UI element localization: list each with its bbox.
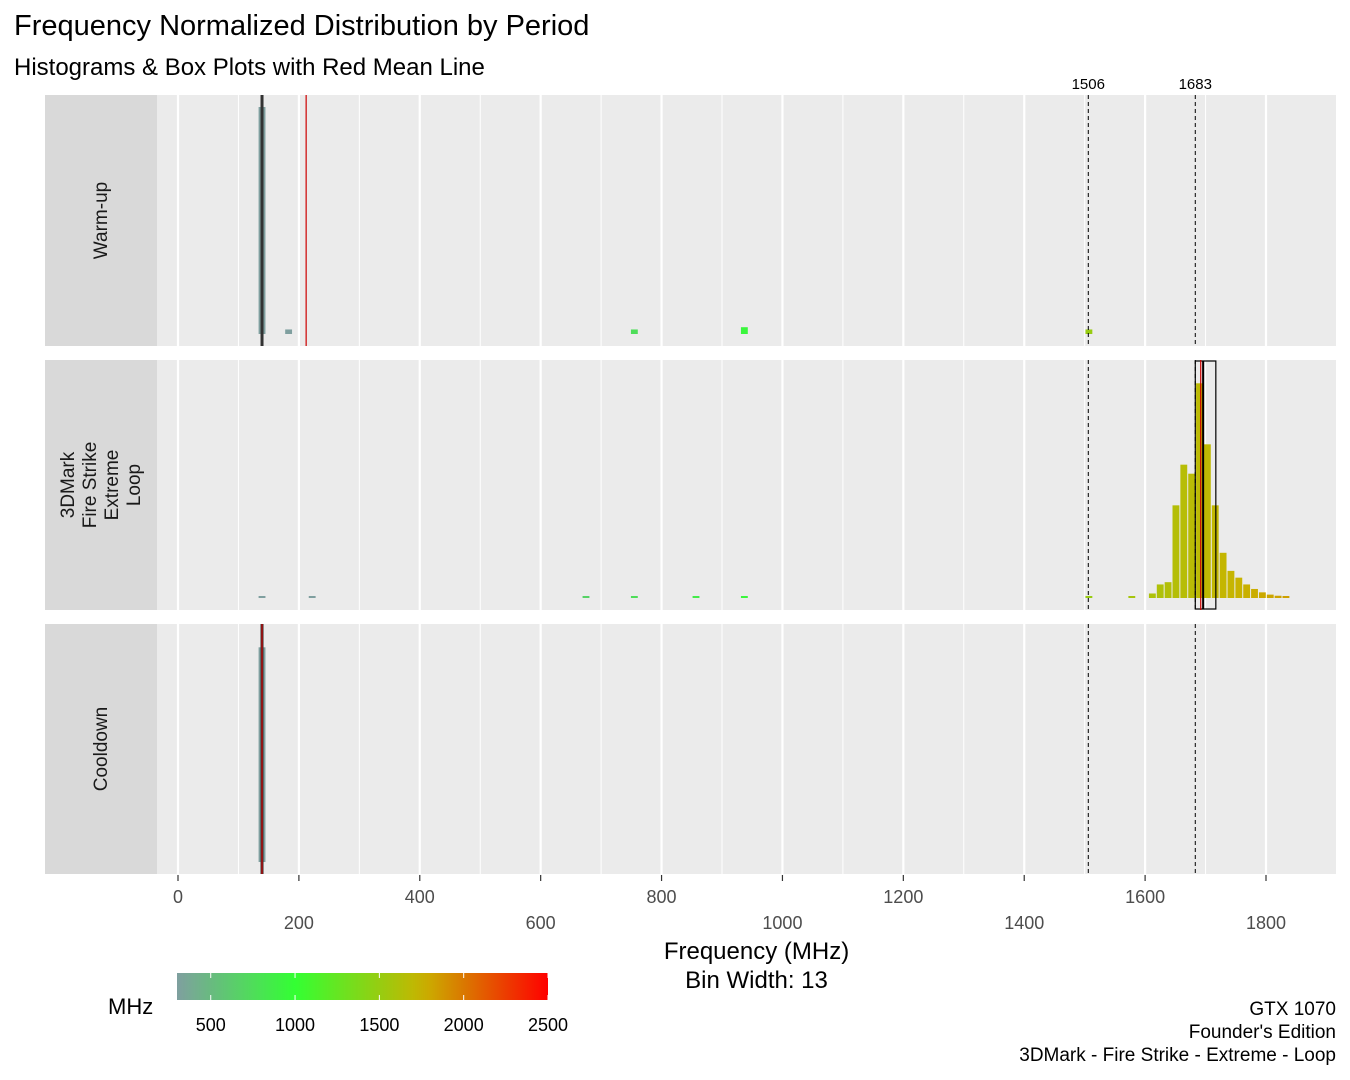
chart-subtitle: Histograms & Box Plots with Red Mean Lin… <box>14 54 485 81</box>
chart-title: Frequency Normalized Distribution by Per… <box>14 10 590 42</box>
x-tick-label: 1800 <box>1246 913 1286 933</box>
histogram-bar <box>1128 596 1136 598</box>
histogram-bar <box>1282 596 1290 598</box>
legend-tick-label: 1500 <box>359 1015 399 1035</box>
histogram-bar <box>1266 594 1274 598</box>
histogram-bar <box>692 596 700 598</box>
histogram-bar <box>1156 584 1164 598</box>
facet-label: Warm-up <box>91 182 112 259</box>
histogram-bar <box>1274 595 1282 598</box>
histogram-bar <box>1211 505 1219 598</box>
histogram-bar <box>740 596 748 598</box>
x-tick-label: 400 <box>405 887 435 907</box>
histogram-bar <box>1243 584 1251 598</box>
caption-line-benchmark: 3DMark - Fire Strike - Extreme - Loop <box>1019 1045 1336 1066</box>
caption-line-gpu: GTX 1070 <box>1249 999 1336 1020</box>
facet-strip <box>45 360 157 610</box>
x-tick-label: 1600 <box>1125 887 1165 907</box>
facet-strip <box>45 95 157 346</box>
x-tick-label: 1400 <box>1004 913 1044 933</box>
histogram-bar <box>1085 596 1093 598</box>
legend-colorbar <box>177 973 548 1000</box>
x-axis-subtitle: Bin Width: 13 <box>685 967 828 994</box>
legend-tick-label: 500 <box>196 1015 226 1035</box>
facet-strip <box>45 624 157 874</box>
histogram-bar <box>308 596 316 598</box>
panel-background <box>157 624 1336 874</box>
facet-label: Cooldown <box>91 707 112 792</box>
histogram-bar <box>258 596 266 598</box>
histogram-bar <box>1258 592 1266 598</box>
histogram-bar <box>1203 444 1211 598</box>
x-tick-label: 0 <box>173 887 183 907</box>
histogram-bar <box>1219 552 1227 598</box>
histogram-bar <box>1188 473 1196 598</box>
panel-background <box>157 360 1336 610</box>
histogram-bar <box>1164 582 1172 598</box>
histogram-bar <box>630 596 638 598</box>
legend-tick-label: 2000 <box>444 1015 484 1035</box>
x-tick-label: 200 <box>284 913 314 933</box>
x-tick-label: 600 <box>526 913 556 933</box>
legend-tick-label: 1000 <box>275 1015 315 1035</box>
histogram-bar <box>1085 329 1093 334</box>
box-plot <box>1194 360 1217 610</box>
reference-label: 1683 <box>1179 76 1212 93</box>
panel-background <box>157 95 1336 346</box>
histogram-bar <box>1196 383 1203 598</box>
histogram-bar <box>582 596 590 598</box>
x-tick-label: 800 <box>647 887 677 907</box>
histogram-bar <box>1235 577 1243 598</box>
x-axis-title: Frequency (MHz) <box>664 938 849 965</box>
legend-tick-label: 2500 <box>528 1015 568 1035</box>
legend-title: MHz <box>108 994 153 1019</box>
chart-caption: GTX 1070 Founder's Edition 3DMark - Fire… <box>1019 998 1336 1067</box>
x-tick-label: 1000 <box>762 913 802 933</box>
histogram-bar <box>1180 464 1188 598</box>
reference-label: 1506 <box>1072 76 1105 93</box>
facet-label: 3DMarkFire StrikeExtremeLoop <box>58 442 145 529</box>
histogram-bar <box>1148 593 1156 598</box>
caption-line-edition: Founder's Edition <box>1188 1022 1336 1043</box>
histogram-bar <box>740 327 748 334</box>
histogram-bar <box>1227 570 1235 598</box>
histogram-bar <box>630 329 638 334</box>
x-tick-label: 1200 <box>883 887 923 907</box>
histogram-bar <box>285 329 293 334</box>
histogram-bar <box>1172 505 1180 598</box>
histogram-bar <box>1251 588 1258 598</box>
